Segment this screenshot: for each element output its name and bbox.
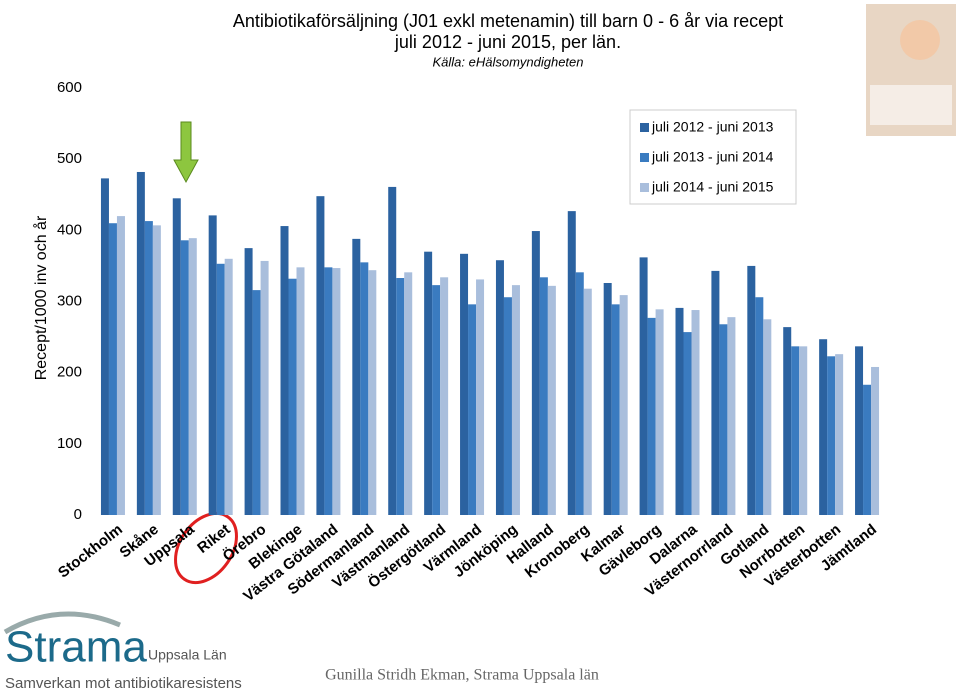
bar: [619, 295, 628, 515]
bar: [100, 178, 109, 516]
photo-face: [900, 20, 940, 60]
photo-bed: [870, 85, 952, 125]
source: Källa: eHälsomyndigheten: [432, 54, 583, 69]
bar: [763, 319, 772, 515]
bar: [208, 215, 217, 515]
bar: [755, 297, 764, 515]
bar: [396, 278, 405, 515]
y-tick-label: 400: [57, 221, 82, 238]
logo-tagline: Samverkan mot antibiotikaresistens: [5, 675, 242, 692]
y-axis-label: Recept/1000 inv och år: [32, 215, 50, 380]
legend-swatch: [640, 183, 649, 192]
bar: [675, 307, 684, 515]
bar: [108, 223, 117, 515]
bar: [144, 221, 153, 515]
bar: [683, 332, 692, 515]
bar: [424, 251, 433, 515]
bar: [691, 310, 700, 515]
bar: [799, 346, 808, 515]
y-tick-label: 600: [57, 79, 82, 96]
legend-label: juli 2014 - juni 2015: [651, 179, 774, 195]
x-tick-label: Stockholm: [55, 521, 126, 582]
chart-title: Antibiotikaförsäljning (J01 exkl metenam…: [233, 11, 783, 31]
bar: [791, 346, 800, 515]
bar: [388, 186, 397, 515]
bar: [539, 277, 548, 515]
y-tick-label: 300: [57, 292, 82, 309]
legend-swatch: [640, 153, 649, 162]
bar: [368, 270, 377, 515]
bar: [296, 267, 305, 515]
logo-region: Uppsala Län: [148, 647, 227, 663]
y-tick-label: 100: [57, 435, 82, 452]
bar: [827, 356, 836, 515]
bar: [360, 262, 369, 515]
bar: [324, 267, 333, 515]
bar: [611, 304, 620, 515]
bar: [136, 171, 145, 515]
bar: [495, 260, 504, 515]
y-tick-label: 0: [74, 506, 82, 523]
bar: [244, 248, 253, 515]
bar: [152, 225, 161, 515]
bar: [352, 238, 361, 515]
bar: [603, 282, 612, 515]
bar: [432, 285, 441, 515]
bar: [224, 258, 233, 515]
logo-swoosh: [3, 611, 121, 635]
legend-swatch: [640, 123, 649, 132]
bar: [547, 285, 556, 515]
legend-label: juli 2012 - juni 2013: [651, 119, 774, 135]
arrow: [173, 121, 199, 184]
bar: [288, 278, 297, 515]
bar: [719, 324, 728, 515]
legend: [629, 109, 797, 205]
bar: [819, 339, 828, 515]
bar: [503, 297, 512, 515]
bar: [280, 226, 289, 515]
bar: [180, 240, 189, 515]
bar: [332, 268, 341, 515]
bar: [727, 317, 736, 515]
bar: [531, 231, 540, 516]
bar: [440, 277, 449, 515]
bar: [252, 290, 261, 515]
bar: [476, 279, 485, 515]
logo-name: Strama: [5, 623, 147, 672]
chart-subtitle: juli 2012 - juni 2015, per län.: [394, 32, 621, 52]
bar: [655, 309, 664, 515]
bar: [511, 285, 520, 515]
bar: [460, 253, 469, 515]
bar: [871, 366, 880, 515]
bar: [216, 263, 225, 515]
bar: [835, 354, 844, 515]
y-tick-label: 200: [57, 364, 82, 381]
bar: [747, 265, 756, 515]
bar: [316, 196, 325, 515]
bar: [855, 346, 864, 515]
bar: [647, 317, 656, 515]
bar: [172, 198, 181, 515]
bar: [863, 384, 872, 515]
bar: [468, 304, 477, 515]
bar: [639, 257, 648, 515]
bar: [188, 238, 197, 515]
bar: [404, 272, 413, 515]
bar: [575, 272, 584, 515]
footer: Gunilla Stridh Ekman, Strama Uppsala län: [325, 667, 599, 684]
bar: [583, 288, 592, 515]
legend-label: juli 2013 - juni 2014: [651, 149, 774, 165]
highlight-circle: [174, 511, 238, 585]
bar: [783, 327, 792, 515]
bar: [116, 216, 125, 515]
bar: [260, 260, 269, 515]
bar: [567, 211, 576, 515]
bar: [711, 270, 720, 515]
y-tick-label: 500: [57, 150, 82, 167]
